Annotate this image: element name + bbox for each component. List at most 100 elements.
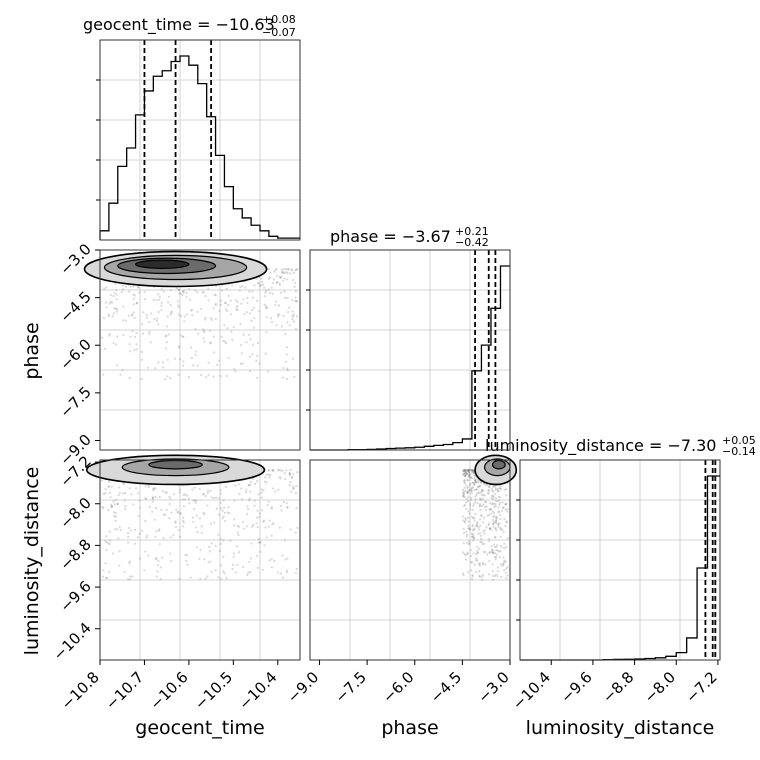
scatter-point (194, 327, 197, 331)
scatter-point (492, 552, 495, 555)
scatter-point (212, 335, 216, 338)
scatter-point (135, 343, 138, 346)
scatter-point (479, 508, 482, 512)
title-phase: phase = −3.67 (330, 227, 451, 246)
scatter-point (466, 486, 469, 490)
scatter-point (258, 310, 261, 313)
scatter-point (117, 494, 120, 497)
scatter-point (471, 481, 475, 484)
scatter-point (115, 298, 118, 301)
scatter-point (229, 299, 232, 302)
scatter-point (202, 511, 205, 514)
scatter-point (169, 377, 172, 380)
contour-level-3 (134, 259, 190, 270)
scatter-point (133, 294, 136, 297)
scatter-point (270, 558, 273, 561)
scatter-point (284, 333, 287, 336)
scatter-point (241, 521, 244, 524)
scatter-point (286, 278, 289, 281)
scatter-point (158, 543, 161, 546)
scatter-point (478, 562, 482, 565)
scatter-point (494, 527, 497, 530)
scatter-point (207, 287, 210, 290)
scatter-point (472, 481, 475, 484)
scatter-point (132, 303, 135, 306)
scatter-point (193, 499, 197, 502)
scatter-point (236, 304, 239, 308)
scatter-point (287, 310, 290, 314)
title-luminosity_distance-sup: +0.05 (722, 434, 756, 447)
scatter-point (279, 504, 283, 508)
scatter-point (132, 293, 135, 296)
scatter-point (256, 376, 259, 380)
scatter-point (475, 488, 478, 491)
scatter-point (204, 577, 207, 580)
scatter-point (260, 491, 263, 494)
scatter-point (284, 360, 287, 364)
scatter-point (506, 537, 509, 540)
scatter-point (473, 488, 476, 492)
scatter-point (128, 376, 131, 380)
scatter-point (133, 542, 137, 545)
scatter-point (187, 497, 190, 500)
scatter-point (294, 299, 297, 303)
scatter-point (214, 317, 217, 320)
scatter-point (256, 526, 259, 529)
scatter-point (261, 280, 264, 283)
scatter-point (291, 477, 294, 480)
scatter-point (116, 502, 119, 506)
scatter-point (491, 563, 494, 566)
scatter-point (277, 469, 281, 472)
scatter-point (214, 544, 217, 547)
scatter-point (104, 492, 107, 495)
scatter-point (100, 479, 104, 482)
frame-hist-geocent_time (99, 39, 301, 241)
scatter-point (497, 523, 500, 527)
scatter-point (189, 576, 192, 579)
scatter-point (463, 552, 466, 556)
scatter-point (224, 341, 228, 345)
scatter-point (157, 293, 160, 296)
scatter-point (209, 317, 212, 320)
scatter-point (286, 321, 289, 324)
scatter-point (190, 309, 193, 312)
scatter-point (194, 289, 197, 292)
scatter-point (471, 523, 474, 527)
scatter-point (292, 271, 296, 274)
xtick-geocent_time-tick-label: −10.5 (191, 668, 236, 713)
scatter-point (463, 482, 467, 485)
scatter-point (270, 506, 274, 509)
ytick-luminosity_distance-tick-label: −9.6 (56, 577, 94, 615)
scatter-point (226, 309, 229, 312)
scatter-point (196, 291, 199, 294)
scatter-point (504, 503, 508, 506)
scatter-point (257, 541, 260, 544)
scatter-point (248, 497, 251, 500)
scatter-point (190, 357, 193, 360)
scatter-point (214, 302, 218, 305)
scatter-point (494, 503, 497, 506)
scatter-point (280, 275, 283, 278)
scatter-point (224, 301, 227, 304)
scatter-point (502, 561, 506, 564)
scatter-point (465, 541, 469, 544)
scatter-point (131, 330, 134, 333)
scatter-point (155, 557, 158, 560)
scatter-point (275, 267, 278, 271)
scatter-point (265, 331, 268, 334)
scatter-point (214, 568, 217, 572)
scatter-point (242, 527, 245, 530)
scatter-point (282, 314, 285, 317)
scatter-point (289, 468, 292, 472)
scatter-point (179, 358, 182, 361)
scatter-point (242, 333, 245, 336)
scatter-point (473, 477, 476, 480)
scatter-point (203, 558, 206, 561)
scatter-point (467, 469, 470, 472)
scatter-point (480, 481, 483, 484)
scatter-point (498, 556, 501, 559)
scatter-point (128, 487, 131, 490)
scatter-point (501, 506, 504, 509)
scatter-point (182, 360, 185, 363)
scatter-point (278, 526, 282, 529)
